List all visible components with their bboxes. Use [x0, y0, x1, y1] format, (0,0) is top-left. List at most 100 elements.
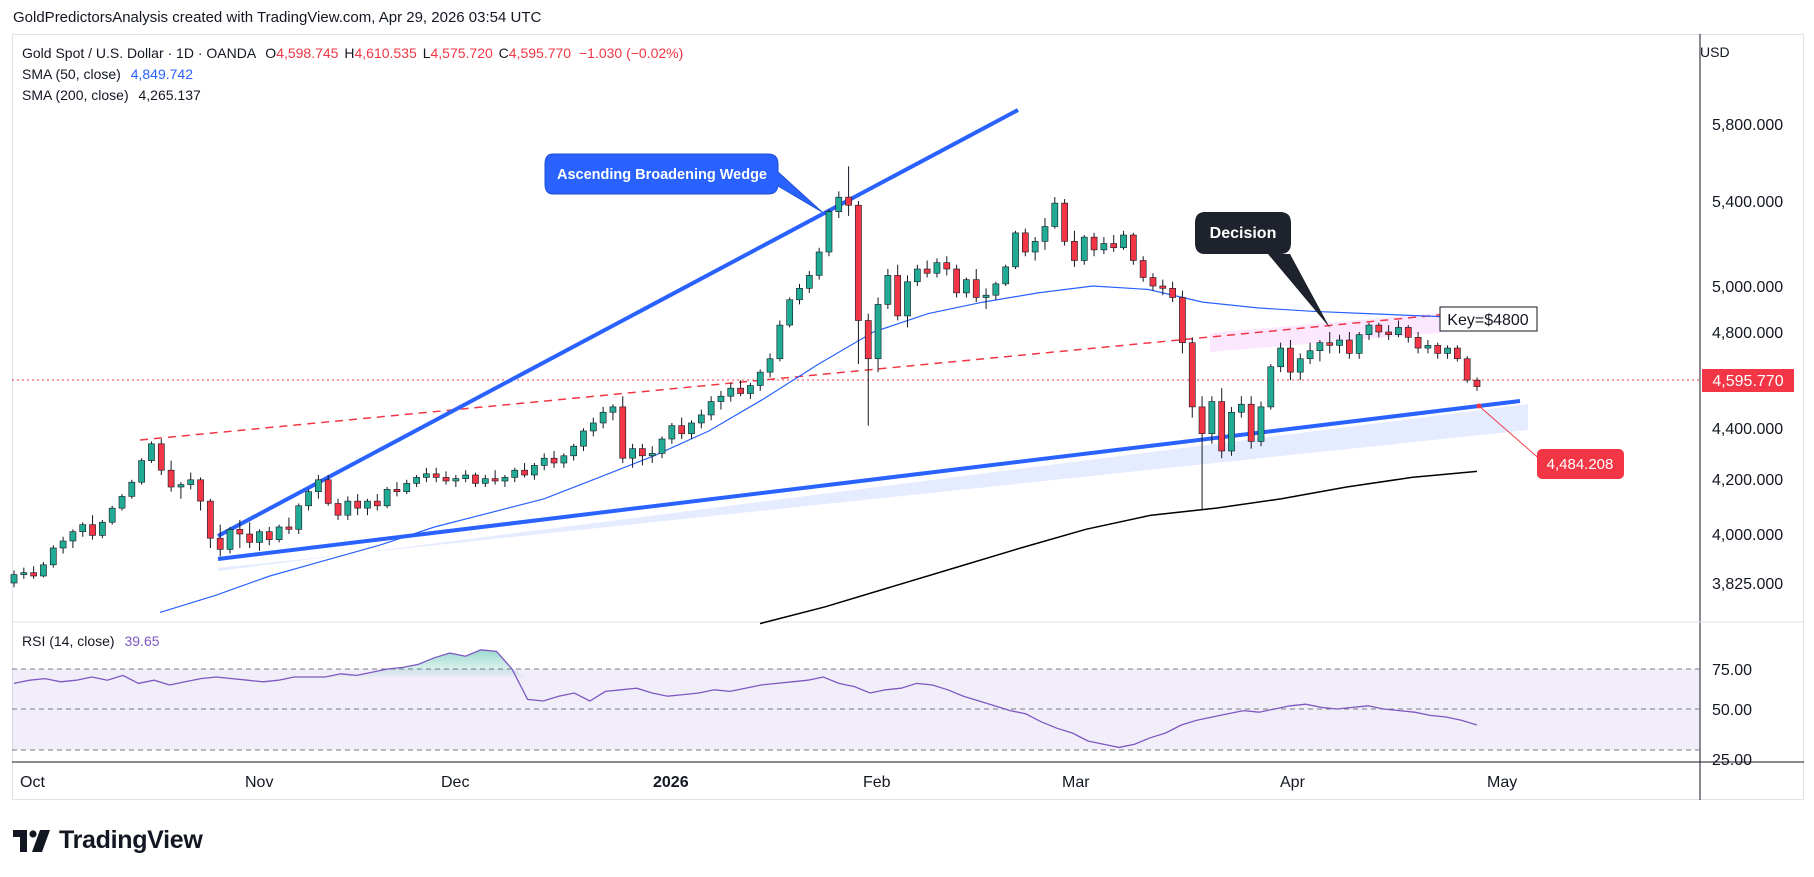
candle [599, 406, 607, 429]
candle [79, 522, 87, 537]
candle [933, 258, 941, 278]
wedge-callout[interactable]: Ascending Broadening Wedge [544, 153, 823, 213]
candle [265, 526, 273, 546]
candle [1473, 377, 1481, 391]
candle [89, 515, 96, 540]
key-label[interactable]: Key=$4800 [1439, 306, 1538, 332]
candle [1149, 273, 1157, 291]
target-price-tag[interactable]: 4,484.208 [1537, 449, 1624, 479]
candle [766, 353, 774, 378]
candle [432, 467, 440, 483]
target-price-tag-text: 4,484.208 [1547, 456, 1614, 473]
candle [1267, 364, 1275, 410]
time-axis: Oct Nov Dec 2026 Feb Mar Apr May [20, 774, 1517, 791]
candle [30, 566, 37, 579]
candle [49, 545, 57, 568]
candle [1021, 228, 1029, 257]
candle [69, 529, 77, 548]
candle [1287, 340, 1294, 381]
tradingview-logo-icon [13, 829, 50, 852]
sma50-line [159, 285, 1478, 613]
candle [982, 288, 990, 309]
legend-main[interactable]: Gold Spot / U.S. Dollar · 1D · OANDA O4,… [22, 45, 683, 61]
candle [344, 496, 352, 520]
candle [815, 247, 823, 280]
legend-sma200-label: SMA (200, close) [22, 87, 129, 103]
legend-symbol: Gold Spot / U.S. Dollar · 1D · OANDA [22, 45, 256, 61]
candle [521, 463, 528, 478]
tradingview-logo-text: TradingView [59, 826, 203, 854]
wedge-upper-line [217, 108, 1019, 538]
candle [1365, 322, 1373, 341]
projection-line [1478, 405, 1544, 463]
candle [1080, 235, 1088, 265]
candle [963, 277, 970, 298]
sma200-line [759, 470, 1478, 625]
candle [639, 443, 646, 466]
candle [226, 526, 234, 554]
candle [1198, 396, 1206, 511]
price-axis-tick: 5,400.000 [1712, 194, 1783, 211]
candle [393, 482, 401, 497]
candle [1179, 290, 1186, 354]
candle [1414, 332, 1422, 354]
candle [383, 487, 391, 509]
rsi-axis-tick: 75.00 [1712, 662, 1752, 679]
candle [1100, 237, 1108, 255]
candle [423, 467, 430, 483]
tradingview-logo[interactable]: TradingView [13, 826, 203, 855]
candle [923, 260, 931, 278]
price-axis-tick: 4,400.000 [1712, 421, 1783, 438]
candle [619, 396, 627, 463]
candle [118, 494, 126, 511]
candle [1444, 345, 1451, 359]
last-price-tag-text: 4,595.770 [1712, 373, 1783, 390]
legend-sma200[interactable]: SMA (200, close) 4,265.137 [22, 87, 201, 103]
candle [1326, 332, 1334, 354]
candle [589, 417, 597, 437]
candle [40, 562, 47, 578]
rsi-pane [12, 649, 1700, 751]
legend-rsi[interactable]: RSI (14, close) 39.65 [22, 633, 160, 649]
candle [531, 463, 538, 480]
candle [1041, 218, 1049, 250]
price-axis-tick: 5,000.000 [1712, 279, 1783, 296]
candle [540, 453, 548, 471]
legend-rsi-value: 39.65 [124, 633, 160, 649]
candle [1424, 340, 1432, 354]
candle [1238, 396, 1245, 418]
candle [177, 482, 185, 499]
candle [1277, 342, 1284, 373]
candle [570, 443, 578, 461]
candle [197, 477, 204, 511]
candle [688, 420, 695, 439]
candles-group [10, 166, 1481, 588]
candle [1346, 332, 1353, 359]
candle [943, 256, 951, 276]
price-axis-tick: 4,000.000 [1712, 527, 1783, 544]
legend-open: O4,598.745 [265, 45, 339, 61]
chart-attribution: GoldPredictorsAnalysis created with Trad… [13, 9, 542, 26]
currency-selector[interactable]: USD [1700, 44, 1730, 60]
candle [59, 536, 67, 554]
candle [855, 201, 862, 365]
time-axis-tick: May [1487, 774, 1517, 791]
candle [884, 269, 892, 309]
candle [324, 475, 332, 506]
candle [157, 439, 165, 475]
legend-sma50[interactable]: SMA (50, close) 4,849.742 [22, 66, 193, 82]
key-label-text: Key=$4800 [1447, 312, 1529, 329]
candle [629, 443, 636, 468]
candle [648, 446, 656, 463]
candle [275, 524, 283, 543]
candle [138, 458, 145, 485]
last-price-tag: 4,595.770 [1702, 369, 1794, 392]
candle [236, 519, 244, 548]
candle [462, 470, 470, 483]
candle [894, 264, 902, 321]
decision-callout[interactable]: Decision [1195, 212, 1330, 328]
candle [1188, 337, 1196, 418]
candle [747, 382, 754, 399]
candle [1306, 342, 1314, 365]
